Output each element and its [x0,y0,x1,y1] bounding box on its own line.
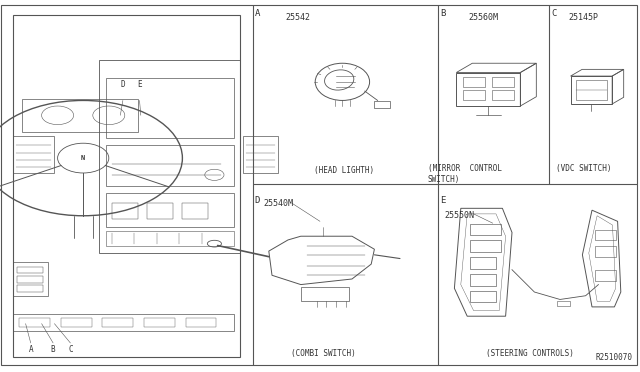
Bar [492,77,514,87]
Bar [186,318,216,327]
Bar [463,90,485,100]
Bar [13,262,48,296]
Text: (STEERING CONTROLS): (STEERING CONTROLS) [486,349,574,357]
Bar [576,80,607,100]
Bar [470,274,496,286]
Bar [106,78,234,138]
Text: R2510070: R2510070 [595,353,632,362]
Bar [595,230,616,240]
Text: N: N [81,155,85,161]
Bar [595,246,616,257]
Bar [374,101,390,108]
Bar [470,224,501,235]
Text: E: E [137,80,142,89]
Bar [557,301,570,306]
Bar [13,136,54,173]
Bar [470,240,501,252]
Bar [112,203,138,219]
Bar [61,318,92,327]
Text: 25550N: 25550N [445,211,474,220]
Bar [17,285,43,292]
Bar [243,136,278,173]
Bar [13,314,234,331]
Bar [17,267,43,273]
Text: 25145P: 25145P [569,13,598,22]
Text: B: B [440,9,445,18]
Text: E: E [440,196,445,205]
Bar [456,73,520,106]
Bar [147,203,173,219]
Text: (HEAD LIGHTH): (HEAD LIGHTH) [314,166,374,174]
Bar [17,276,43,283]
Bar [106,193,234,227]
Bar [182,203,208,219]
Bar [99,60,240,253]
Bar [571,76,612,104]
Bar [106,231,234,246]
Text: (MIRROR  CONTROL
SWITCH): (MIRROR CONTROL SWITCH) [428,164,502,184]
Bar [301,287,349,301]
Bar [595,270,616,281]
Bar [463,77,485,87]
Text: 25542: 25542 [285,13,310,22]
Text: 25540M: 25540M [264,199,293,208]
Bar [19,318,50,327]
Text: A: A [28,345,33,354]
Text: D: D [255,196,260,205]
Text: B: B [51,345,56,354]
Text: A: A [255,9,260,18]
Bar [492,90,514,100]
Text: 25560M: 25560M [468,13,498,22]
Bar [470,291,496,302]
Text: (VDC SWITCH): (VDC SWITCH) [556,164,611,173]
Bar [102,318,133,327]
Text: C: C [68,345,73,354]
Text: D: D [120,80,125,89]
Bar [470,257,496,269]
Bar [106,145,234,186]
Text: C: C [551,9,556,18]
Text: (COMBI SWITCH): (COMBI SWITCH) [291,349,356,357]
Bar [22,99,138,132]
Bar [144,318,175,327]
